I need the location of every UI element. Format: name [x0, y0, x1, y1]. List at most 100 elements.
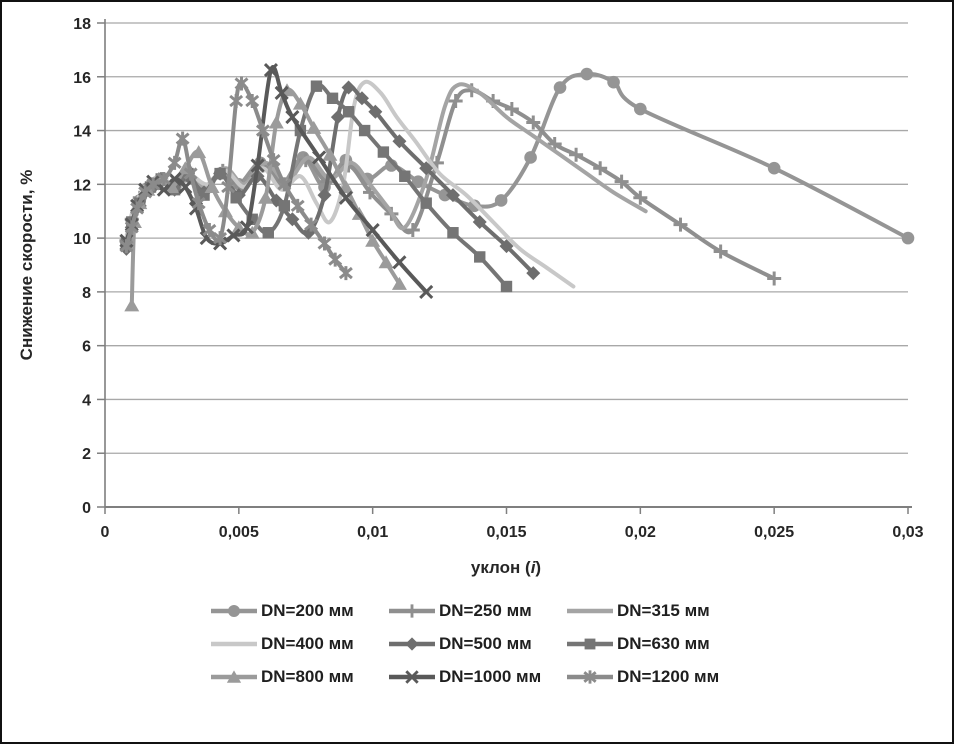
series-marker-circle	[607, 75, 620, 89]
series-marker-plus	[569, 147, 584, 162]
series-marker-square	[358, 124, 371, 137]
series-marker-square	[399, 170, 411, 182]
y-tick-label: 10	[73, 231, 91, 248]
y-tick-label: 18	[73, 16, 91, 33]
series-marker-star	[191, 196, 206, 211]
legend-label-dn-250: DN=250 мм	[439, 601, 532, 620]
series-marker-x	[419, 284, 434, 299]
series-marker-diamond	[526, 266, 541, 281]
series-marker-x	[178, 179, 193, 195]
series-marker-star	[317, 236, 332, 251]
series-marker-star	[338, 266, 353, 281]
series-marker-star	[146, 177, 161, 192]
series-marker-square	[262, 227, 274, 239]
series-marker-star	[229, 93, 244, 108]
legend-row: DN=200 мм DN=250 мм DN=315 мм	[210, 601, 744, 621]
series-marker-x	[365, 222, 380, 238]
chart-legend: DN=200 мм DN=250 мм DN=315 мм DN=400 мм DN=5…	[2, 589, 952, 687]
series-marker-circle	[553, 81, 567, 94]
series-marker-triangle	[365, 233, 381, 247]
series-dn-1000	[119, 62, 434, 299]
series-marker-diamond	[419, 161, 434, 176]
series-marker-star	[328, 252, 343, 267]
series-marker-triangle	[226, 670, 242, 683]
series-marker-x	[263, 62, 279, 78]
series-marker-square	[584, 638, 596, 650]
series-marker-diamond	[392, 134, 407, 149]
series-marker-x	[405, 670, 419, 684]
series-marker-star	[124, 220, 139, 235]
series-marker-circle	[411, 175, 425, 188]
series-marker-diamond	[330, 110, 345, 125]
series-marker-square	[326, 92, 339, 104]
y-tick-label: 12	[73, 177, 91, 194]
legend-label-dn-1000: DN=1000 мм	[439, 667, 542, 686]
series-marker-plus	[448, 93, 463, 108]
series-marker-plus	[504, 102, 519, 117]
legend-item-dn-200: DN=200 мм	[210, 601, 388, 621]
series-lines	[119, 62, 915, 312]
legend-label-dn-500: DN=500 мм	[439, 634, 532, 653]
legend-swatch-none-marker	[211, 641, 257, 647]
series-line-dn-200	[124, 71, 910, 246]
legend-label-dn-800: DN=800 мм	[261, 667, 354, 686]
legend-item-dn-400: DN=400 мм	[210, 634, 388, 654]
series-marker-square	[230, 192, 242, 204]
series-marker-star	[202, 223, 217, 238]
series-marker-x	[239, 220, 254, 235]
series-marker-triangle	[191, 145, 207, 159]
series-marker-triangle	[306, 120, 322, 134]
series-marker-square	[246, 213, 258, 225]
series-marker-square	[474, 251, 486, 263]
series-marker-square	[310, 80, 323, 92]
legend-label-dn-630: DN=630 мм	[617, 634, 710, 653]
series-marker-plus	[405, 604, 419, 618]
series-marker-plus	[633, 190, 648, 205]
series-marker-triangle	[258, 190, 274, 204]
series-marker-star	[266, 153, 281, 168]
series-marker-star	[221, 180, 236, 195]
legend-label-dn-1200: DN=1200 мм	[617, 667, 720, 686]
legend-row: DN=800 мм DN=1000 мм DN=1200 мм	[210, 667, 744, 687]
line-chart: 0 2 4 6 8 10 12 14 16 18 0 0,005 0,01 0,015 0,02 0,025 0…	[17, 16, 924, 577]
series-marker-circle	[767, 161, 781, 175]
series-marker-triangle	[391, 276, 407, 290]
legend-swatch-plus-marker	[389, 604, 435, 618]
series-marker-circle	[228, 605, 240, 617]
series-marker-square	[447, 227, 459, 239]
series-marker-square	[500, 280, 513, 293]
series-marker-star	[290, 198, 305, 213]
series-marker-diamond	[368, 104, 383, 119]
series-marker-circle	[580, 67, 594, 81]
series-marker-plus	[526, 115, 541, 130]
series-marker-x	[274, 85, 289, 100]
series-dn-1200	[119, 76, 353, 281]
series-marker-triangle	[292, 96, 308, 110]
x-axis-title: уклон (i)	[471, 558, 541, 577]
series-marker-plus	[713, 244, 728, 259]
series-marker-x	[285, 110, 300, 125]
series-marker-plus	[767, 271, 782, 286]
axes	[97, 19, 912, 514]
y-axis-title: Снижение скорости, %	[17, 170, 36, 361]
series-marker-square	[342, 106, 355, 118]
series-marker-star	[583, 670, 597, 684]
x-tick-label: 0,01	[357, 524, 388, 541]
series-marker-star	[167, 155, 182, 170]
series-marker-star	[213, 231, 228, 246]
x-tick-label: 0,03	[892, 524, 923, 541]
series-marker-diamond	[341, 80, 356, 95]
series-marker-x	[226, 228, 241, 243]
y-tick-label: 2	[82, 446, 91, 463]
legend-item-dn-500: DN=500 мм	[388, 634, 566, 654]
series-marker-diamond	[285, 212, 300, 227]
x-tick-label: 0,025	[754, 524, 794, 541]
series-marker-star	[183, 166, 198, 181]
y-tick-label: 8	[82, 285, 91, 302]
series-marker-x	[392, 255, 407, 270]
y-tick-label: 14	[73, 124, 91, 141]
legend-swatch-circle-marker	[211, 605, 257, 617]
legend-swatch-x-marker	[389, 670, 435, 684]
series-marker-plus	[593, 161, 608, 176]
legend-label-dn-200: DN=200 мм	[261, 601, 354, 620]
